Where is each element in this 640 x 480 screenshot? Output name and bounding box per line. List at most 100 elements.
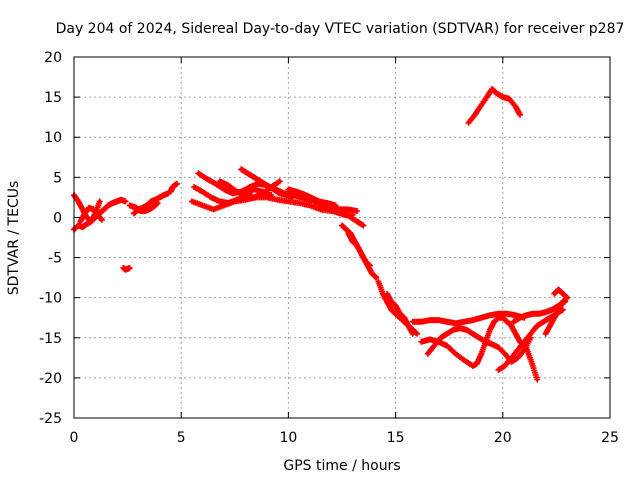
data-point <box>98 199 102 203</box>
data-point <box>252 175 256 179</box>
data-point <box>389 300 393 304</box>
data-point <box>445 332 449 336</box>
data-point <box>518 113 522 117</box>
data-point <box>201 203 205 208</box>
data-point <box>355 243 359 248</box>
data-series <box>409 310 528 327</box>
data-point <box>239 167 243 171</box>
data-point <box>80 225 85 229</box>
data-point <box>484 340 488 344</box>
data-point <box>398 312 402 316</box>
y-tick-label: -25 <box>39 411 62 427</box>
data-point <box>162 193 166 197</box>
data-point <box>552 316 556 320</box>
data-point <box>529 332 533 336</box>
data-point <box>138 209 143 213</box>
data-point <box>295 190 299 194</box>
data-point <box>115 199 119 203</box>
data-point <box>196 171 200 175</box>
data-point <box>243 193 248 197</box>
data-point <box>475 361 479 366</box>
data-point <box>87 206 91 210</box>
data-series <box>120 265 133 273</box>
data-point <box>505 320 509 324</box>
data-point <box>381 292 385 296</box>
data-points <box>71 86 571 383</box>
data-point <box>419 320 423 324</box>
data-point <box>385 292 389 296</box>
y-tick-label: -20 <box>39 371 62 387</box>
data-point <box>537 312 541 316</box>
data-point <box>473 113 477 117</box>
data-point <box>209 195 213 199</box>
data-point <box>226 183 230 187</box>
data-point <box>518 316 522 320</box>
data-point-markers <box>542 294 571 337</box>
data-point <box>479 316 483 320</box>
data-point <box>462 358 466 362</box>
data-point <box>548 324 552 328</box>
data-point <box>235 198 239 202</box>
data-point <box>346 207 351 212</box>
data-point <box>411 332 415 336</box>
data-point <box>494 91 498 95</box>
data-point <box>284 193 288 197</box>
chart-title: Day 204 of 2024, Sidereal Day-to-day VTE… <box>56 21 625 37</box>
data-point <box>507 97 511 101</box>
data-point <box>211 207 215 212</box>
data-point <box>123 199 128 203</box>
data-point <box>479 103 483 107</box>
data-point <box>321 203 325 208</box>
data-point <box>488 328 492 332</box>
data-point <box>490 342 494 346</box>
data-series <box>167 180 180 195</box>
data-point <box>522 340 526 344</box>
data-point <box>80 207 85 212</box>
data-point <box>346 214 351 218</box>
data-point <box>541 320 546 324</box>
data-point <box>496 316 501 320</box>
data-point <box>516 356 520 360</box>
y-tick-label: -5 <box>48 251 62 267</box>
axis-ticks: 0 5 10 15 20 25 -25 -20 -15 -10 -5 0 5 10 15 20 <box>39 50 619 446</box>
data-point <box>346 231 351 236</box>
data-point-markers <box>521 338 541 383</box>
data-point <box>561 300 565 304</box>
data-point <box>501 95 505 99</box>
data-point <box>201 190 205 194</box>
data-point <box>308 203 312 208</box>
x-tick-label: 0 <box>70 430 79 446</box>
data-point <box>151 205 155 209</box>
data-point <box>278 191 282 195</box>
y-tick-label: 10 <box>44 130 62 146</box>
y-tick-label: 15 <box>44 90 62 106</box>
data-point <box>344 227 348 232</box>
data-point <box>436 318 441 322</box>
data-point <box>544 332 548 336</box>
data-point <box>338 211 342 216</box>
x-tick-label: 10 <box>279 430 297 446</box>
data-point <box>265 183 269 187</box>
data-point <box>355 219 359 224</box>
data-point <box>535 377 539 382</box>
data-point <box>370 272 374 276</box>
data-point <box>76 223 80 228</box>
data-point <box>514 105 518 109</box>
data-point <box>276 198 280 202</box>
y-tick-label: 0 <box>53 210 62 226</box>
data-point <box>428 337 432 341</box>
data-point <box>218 179 222 183</box>
data-point <box>394 304 398 308</box>
data-point <box>168 190 173 194</box>
data-point <box>426 352 430 356</box>
data-point <box>205 177 209 181</box>
data-point <box>565 296 569 300</box>
data-point <box>171 185 175 189</box>
data-point <box>76 199 80 203</box>
data-point <box>243 198 248 202</box>
data-point <box>445 320 449 324</box>
data-point <box>451 328 456 332</box>
data-point <box>505 312 509 316</box>
data-point <box>496 368 501 372</box>
data-point <box>158 195 162 199</box>
